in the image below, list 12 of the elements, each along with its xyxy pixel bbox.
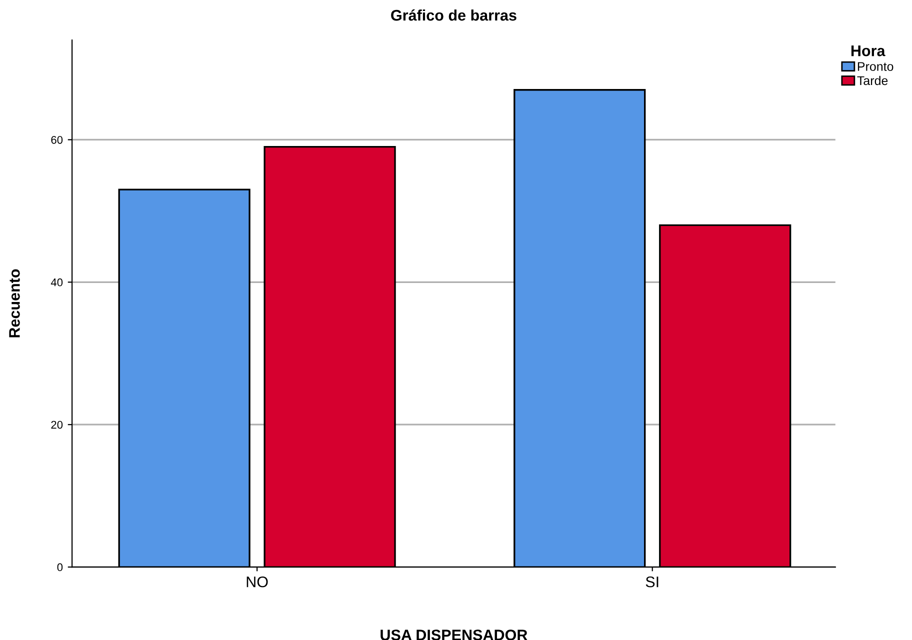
legend-label: Pronto (858, 62, 894, 71)
y-tick-label: 60 (51, 136, 63, 144)
chart-title: Gráfico de barras (391, 9, 516, 21)
y-axis-title: Recuento (9, 269, 20, 338)
legend-label: Tarde (857, 76, 888, 86)
x-axis-title: USA DISPENSADOR (380, 630, 528, 640)
x-tick-label: SI (646, 576, 658, 588)
legend-title: Hora (851, 46, 886, 56)
x-tick-label: NO (246, 576, 268, 588)
y-tick-label: 20 (51, 420, 63, 429)
y-tick-label: 0 (57, 563, 63, 572)
y-tick-label: 40 (50, 278, 63, 286)
